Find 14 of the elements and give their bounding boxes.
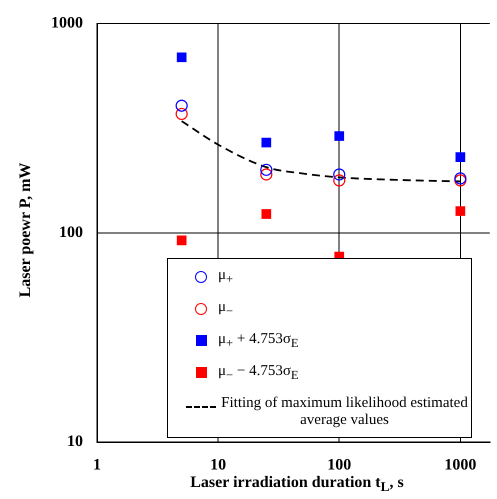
y-tick-label: 100: [59, 224, 83, 241]
x-tick-label: 10: [210, 456, 226, 474]
x-tick-label: 1000: [444, 456, 476, 474]
legend-label: μ$_{−}$: [218, 299, 234, 320]
y-tick-label: 10: [67, 433, 83, 450]
y-axis-title: Laser poewr P, mW: [17, 162, 35, 298]
legend-label: μ$_{+}$: [218, 267, 234, 288]
y-tick-label: 1000: [51, 14, 83, 32]
legend-label: μ$_{+}$ + 4.753σ$_{E}$: [218, 331, 299, 352]
x-axis-title: Laser irradiation duration t$_{L}$, s: [189, 474, 405, 496]
legend-label: Fitting of maximum likelihood estimated average values: [220, 395, 469, 429]
legend-label: μ$_{−}$ − 4.753σ$_{E}$: [218, 363, 299, 384]
x-tick-label: 100: [327, 456, 352, 474]
x-tick-label: 1: [93, 456, 101, 474]
